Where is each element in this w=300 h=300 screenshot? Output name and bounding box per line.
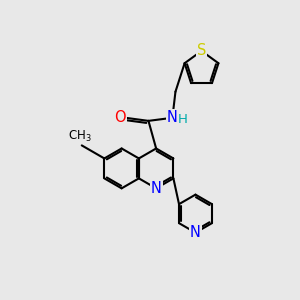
Text: H: H bbox=[177, 112, 187, 125]
Text: CH$_3$: CH$_3$ bbox=[68, 129, 92, 144]
Text: N: N bbox=[190, 225, 201, 240]
Text: O: O bbox=[114, 110, 126, 125]
Text: N: N bbox=[151, 181, 162, 196]
Text: S: S bbox=[197, 44, 206, 59]
Text: N: N bbox=[167, 110, 178, 125]
